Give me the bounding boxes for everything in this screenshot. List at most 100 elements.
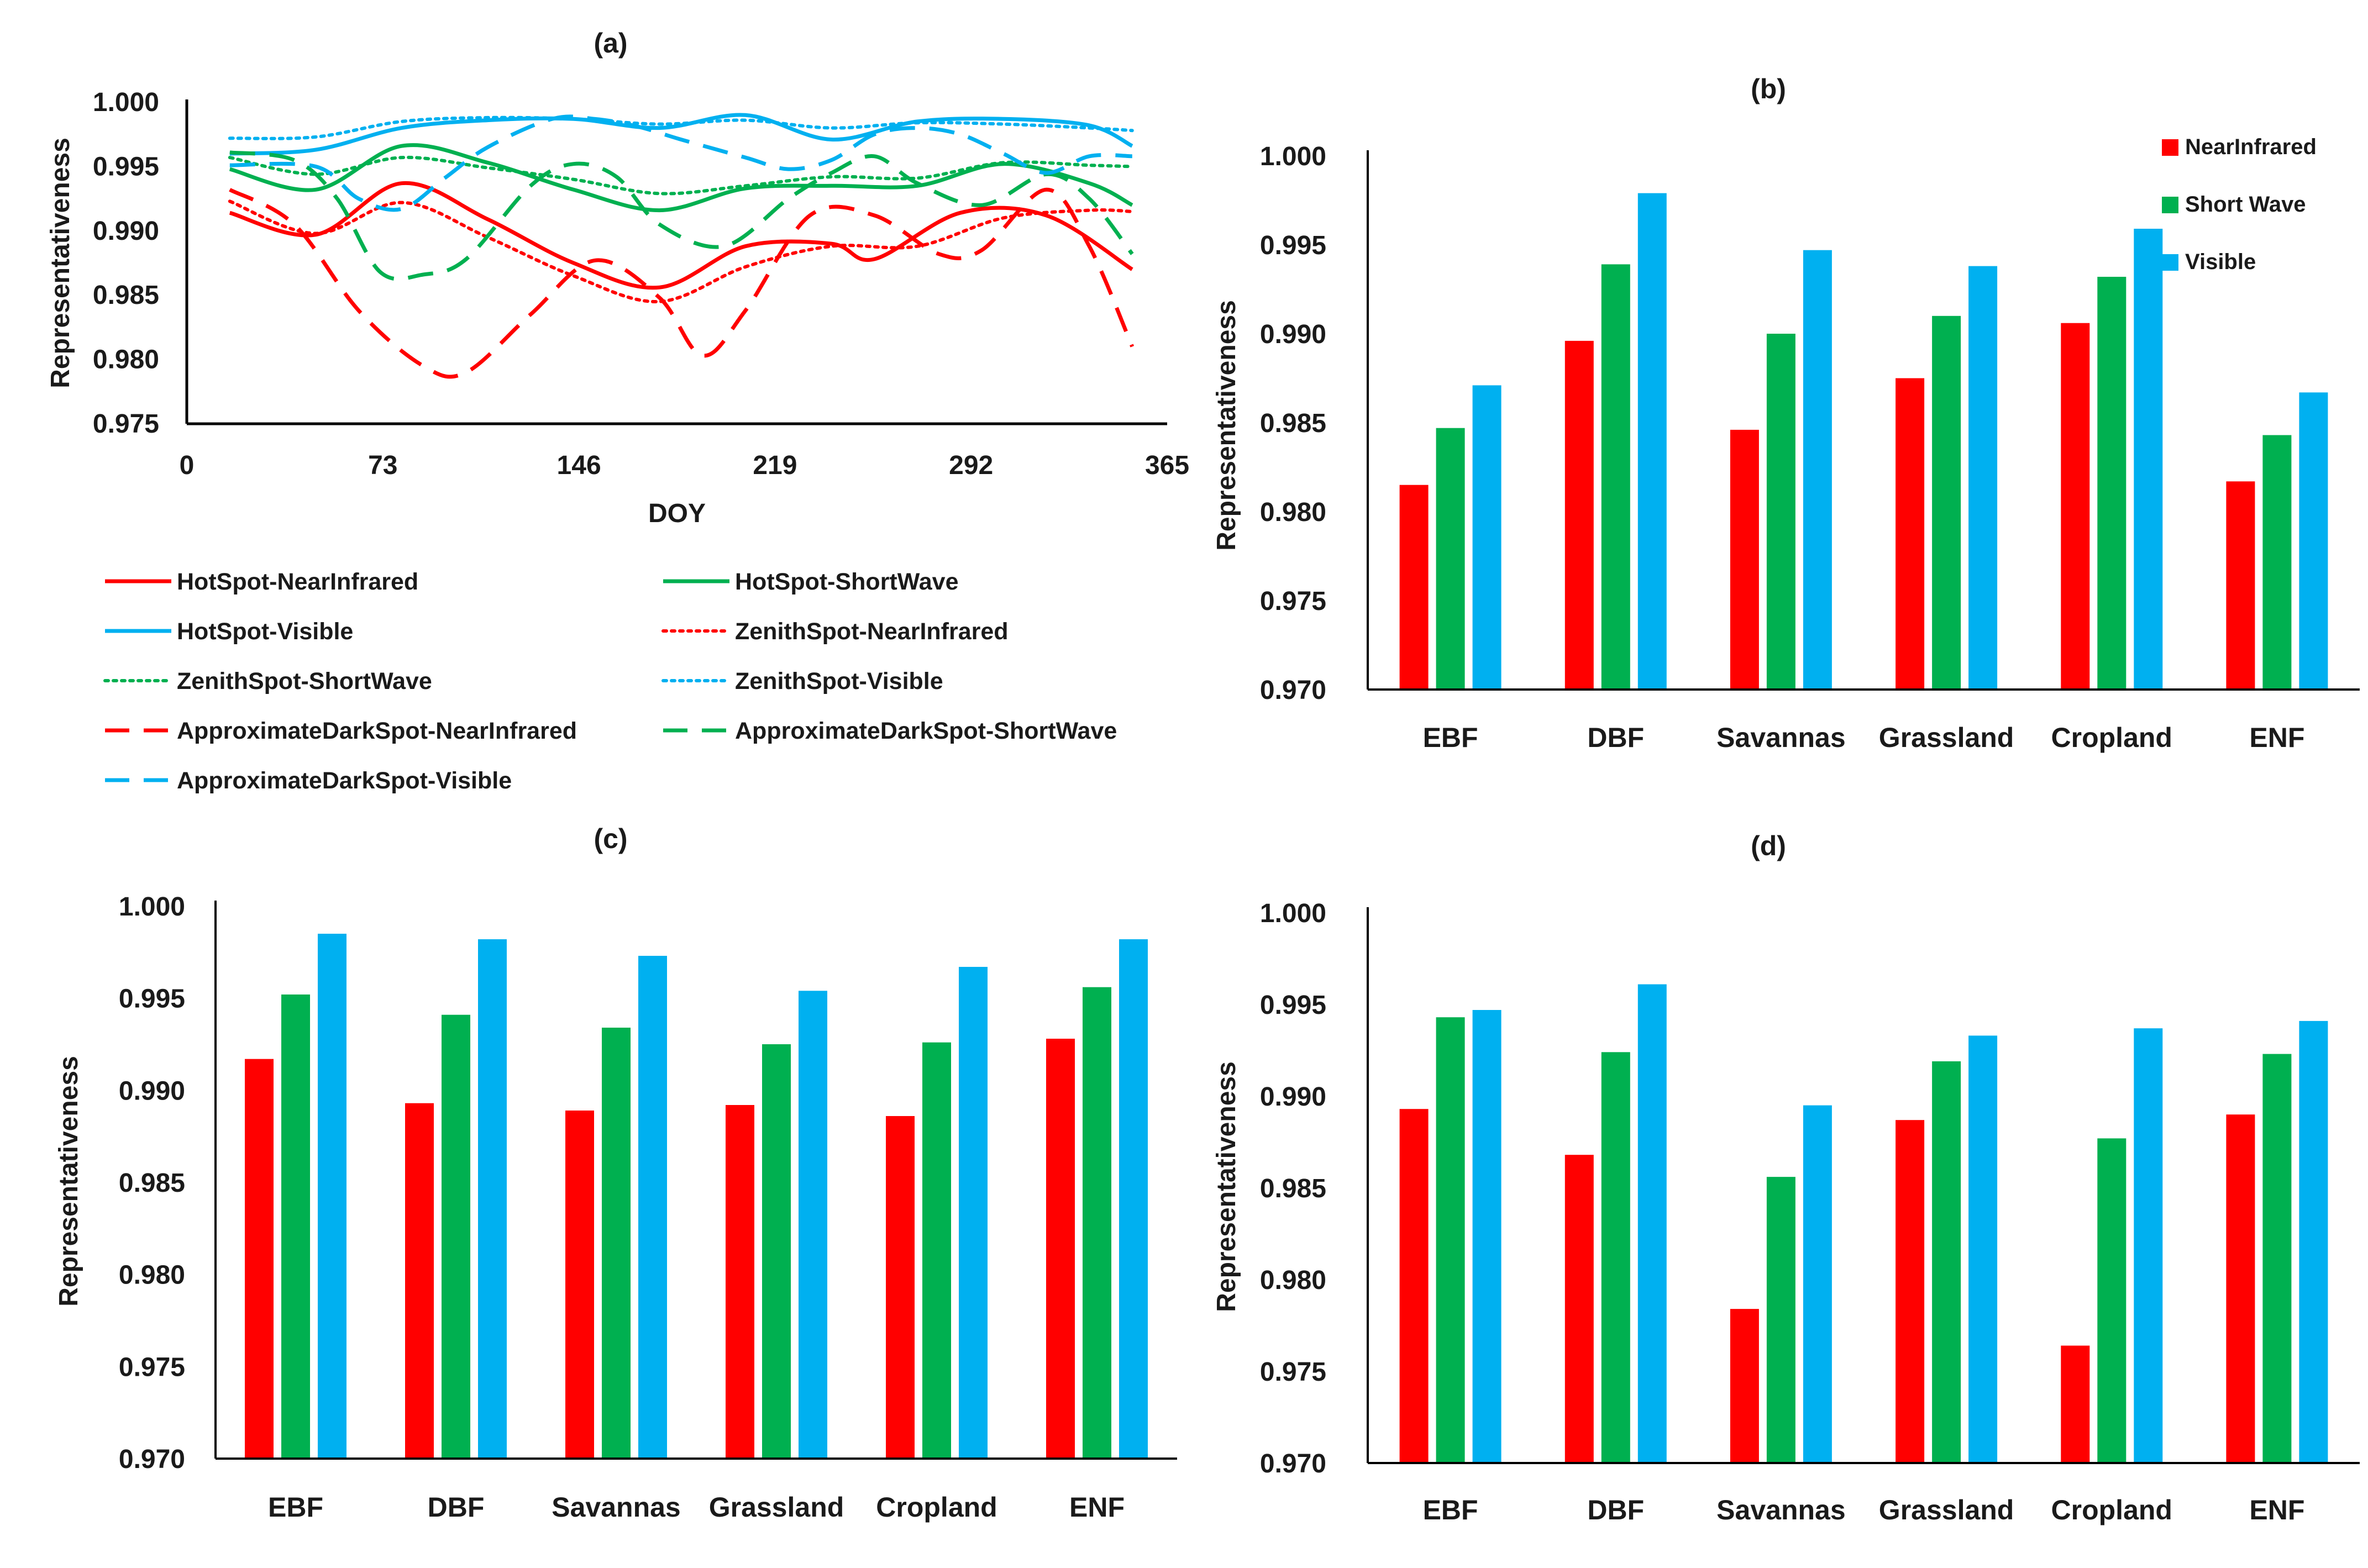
y-tick-label: 0.995	[1260, 991, 1326, 1020]
line-series-7	[229, 187, 1135, 379]
legend-label: ZenithSpot-Visible	[735, 668, 943, 694]
panel-c-title: (c)	[594, 823, 627, 854]
legend-label: HotSpot-ShortWave	[735, 569, 959, 595]
bar-enf-visible	[2299, 392, 2328, 690]
bar-ebf-short-wave	[281, 995, 310, 1459]
bar-ebf-nearinfrared	[1399, 485, 1429, 690]
bar-ebf-visible	[1472, 385, 1501, 690]
bar-savannas-visible	[638, 956, 667, 1459]
line-series-1	[229, 181, 1133, 290]
bar-dbf-nearinfrared	[1564, 1155, 1594, 1463]
bar-enf-short-wave	[1083, 987, 1111, 1459]
panel-a-title: (a)	[594, 28, 627, 59]
y-tick-label: 0.990	[119, 1076, 185, 1106]
category-label: ENF	[1069, 1492, 1125, 1523]
y-tick-label: 1.000	[93, 88, 159, 117]
legend-label: ZenithSpot-NearInfrared	[735, 618, 1009, 645]
bar-grassland-short-wave	[762, 1044, 791, 1459]
legend-label: NearInfrared	[2185, 135, 2317, 159]
bar-grassland-nearinfrared	[1896, 378, 1925, 690]
line-series-6	[228, 115, 1134, 140]
bar-savannas-nearinfrared	[1730, 429, 1759, 690]
y-tick-label: 0.980	[93, 345, 159, 375]
category-label: Grassland	[1879, 1495, 2014, 1525]
category-label: ENF	[2249, 722, 2304, 753]
bar-grassland-nearinfrared	[1896, 1120, 1925, 1463]
y-tick-label: 0.970	[1260, 676, 1326, 705]
x-axis-label: DOY	[648, 499, 706, 528]
y-axis-label: Representativeness	[54, 1056, 83, 1307]
bar-cropland-short-wave	[922, 1042, 951, 1459]
category-label: Savannas	[1716, 722, 1845, 753]
bar-ebf-short-wave	[1436, 1017, 1465, 1463]
x-tick-label: 292	[949, 451, 993, 480]
bar-enf-visible	[2299, 1020, 2328, 1463]
line-series-3	[229, 113, 1133, 156]
bar-grassland-nearinfrared	[726, 1105, 754, 1459]
legend-label: ZenithSpot-ShortWave	[177, 668, 432, 694]
legend-label: ApproximateDarkSpot-ShortWave	[735, 718, 1117, 744]
bar-ebf-short-wave	[1436, 428, 1465, 690]
y-tick-label: 1.000	[1260, 899, 1326, 928]
bar-cropland-nearinfrared	[2061, 1345, 2090, 1463]
x-tick-label: 146	[557, 451, 601, 480]
category-label: Cropland	[876, 1492, 997, 1523]
y-tick-label: 0.985	[1260, 409, 1326, 438]
y-tick-label: 0.985	[1260, 1174, 1326, 1203]
legend-swatch	[2162, 197, 2178, 213]
legend-label: ApproximateDarkSpot-NearInfrared	[177, 718, 577, 744]
bar-enf-visible	[1119, 939, 1148, 1459]
legend-swatch	[2162, 254, 2178, 271]
bar-ebf-visible	[1472, 1010, 1501, 1463]
line-series-4	[228, 199, 1134, 303]
legend-swatch	[2162, 139, 2178, 156]
panel-c: (c) 0.970 0.975 0.980 0.985 0.990 0.995 1.000 EB…	[54, 823, 1177, 1523]
y-axis-label: Representativeness	[1212, 1061, 1241, 1312]
bar-dbf-visible	[1637, 193, 1667, 690]
category-label: Cropland	[2051, 1495, 2172, 1525]
bar-enf-nearinfrared	[2226, 481, 2255, 690]
category-label: Grassland	[1879, 722, 2014, 753]
y-tick-label: 0.980	[1260, 498, 1326, 527]
y-tick-label: 0.970	[119, 1445, 185, 1474]
bar-savannas-nearinfrared	[1730, 1309, 1759, 1463]
bar-dbf-nearinfrared	[405, 1103, 434, 1459]
line-series-9	[229, 114, 1132, 212]
category-label: EBF	[268, 1492, 323, 1523]
panel-d: (d) 0.970 0.975 0.980 0.985 0.990 0.995 1.000 EB…	[1212, 830, 2360, 1525]
bar-grassland-visible	[1968, 1035, 1998, 1463]
bar-grassland-short-wave	[1932, 1061, 1961, 1463]
line-series-5	[228, 155, 1134, 196]
legend-label: ApproximateDarkSpot-Visible	[177, 767, 512, 794]
panel-d-title: (d)	[1751, 830, 1786, 861]
bar-enf-nearinfrared	[1046, 1039, 1075, 1459]
bar-cropland-short-wave	[2097, 277, 2127, 690]
legend-label: Visible	[2185, 250, 2256, 274]
y-tick-label: 0.980	[1260, 1266, 1326, 1295]
category-label: EBF	[1423, 1495, 1478, 1525]
y-tick-label: 0.995	[93, 152, 159, 181]
bar-enf-nearinfrared	[2226, 1114, 2255, 1463]
bar-savannas-visible	[1803, 1105, 1832, 1463]
y-tick-label: 0.990	[93, 217, 159, 246]
bar-savannas-short-wave	[1766, 1177, 1795, 1463]
bar-enf-short-wave	[2262, 1054, 2292, 1463]
bar-cropland-nearinfrared	[2061, 323, 2090, 690]
legend-label: HotSpot-Visible	[177, 618, 353, 645]
y-tick-label: 0.975	[1260, 587, 1326, 616]
bar-cropland-visible	[2134, 229, 2163, 690]
bar-dbf-nearinfrared	[1564, 340, 1594, 690]
bar-cropland-short-wave	[2097, 1138, 2127, 1463]
y-tick-label: 0.995	[1260, 231, 1326, 260]
bar-dbf-short-wave	[442, 1014, 470, 1459]
line-series-8	[229, 150, 1134, 281]
y-tick-label: 1.000	[1260, 142, 1326, 171]
bar-ebf-nearinfrared	[1399, 1109, 1429, 1463]
panel-a: (a) 0.975 0.980 0.985 0.990 0.995 1.000 0 73 146 2…	[46, 28, 1189, 794]
bar-savannas-short-wave	[602, 1028, 631, 1459]
bar-grassland-short-wave	[1932, 315, 1961, 690]
bar-dbf-visible	[478, 939, 507, 1459]
bar-dbf-visible	[1637, 984, 1667, 1463]
bar-dbf-short-wave	[1601, 264, 1630, 690]
y-tick-label: 0.975	[119, 1353, 185, 1382]
